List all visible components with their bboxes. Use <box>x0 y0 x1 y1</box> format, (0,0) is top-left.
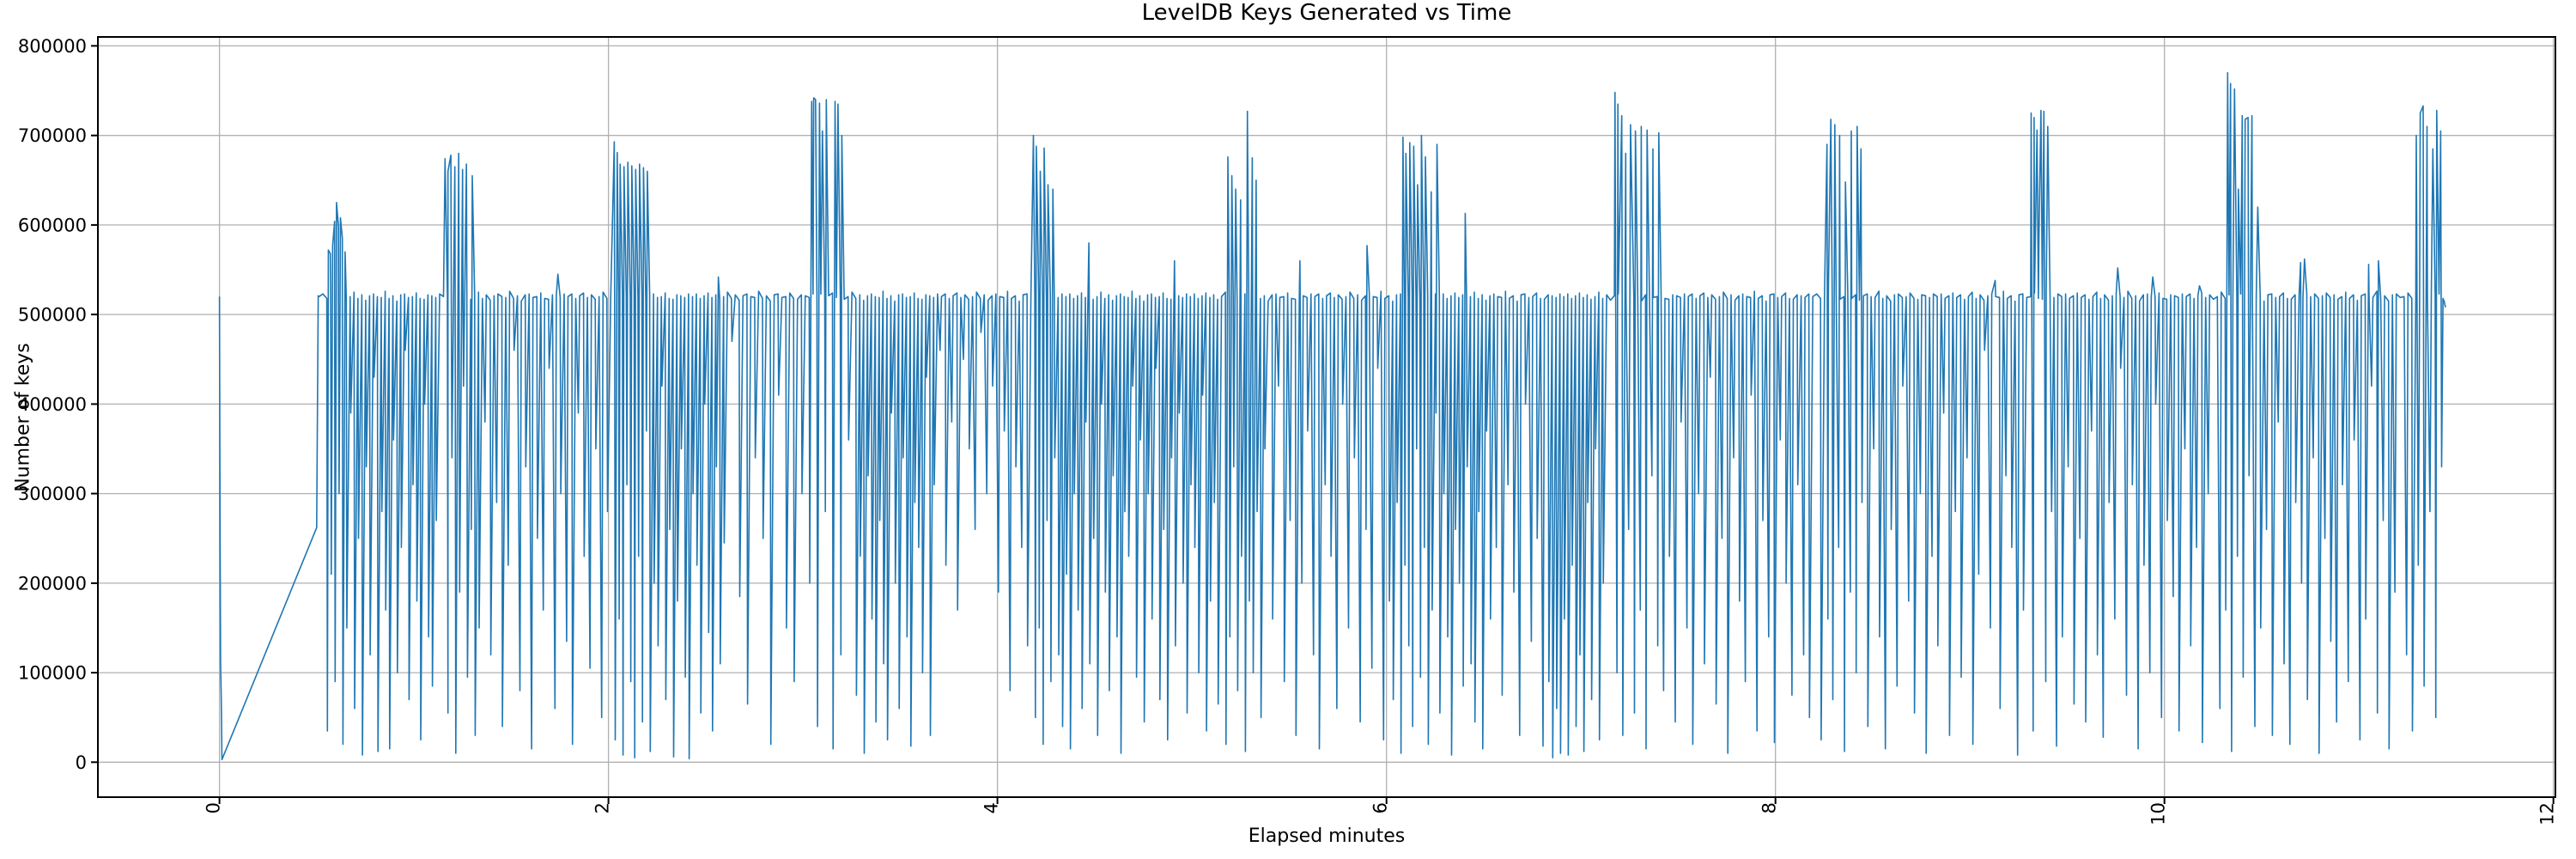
series-line <box>218 71 2446 761</box>
x-tick-label: 6 <box>1370 802 1391 813</box>
y-tick-label: 0 <box>76 752 87 773</box>
x-tick-label: 2 <box>592 802 613 813</box>
y-tick-label: 600000 <box>18 215 87 235</box>
y-axis-label: Number of keys <box>12 343 34 492</box>
x-tick-label: 8 <box>1759 802 1780 813</box>
y-tick-label: 200000 <box>18 573 87 594</box>
x-axis-label: Elapsed minutes <box>1248 825 1406 847</box>
y-tick-label: 700000 <box>18 125 87 146</box>
axes-spines <box>97 36 2556 798</box>
y-tick-label: 400000 <box>18 394 87 415</box>
y-tick-label: 300000 <box>18 484 87 504</box>
x-tick-label: 10 <box>2148 802 2169 825</box>
x-tick-label: 12 <box>2537 802 2558 825</box>
y-tick-label: 800000 <box>18 36 87 57</box>
x-tick-label: 0 <box>204 802 224 813</box>
chart-title: LevelDB Keys Generated vs Time <box>1141 0 1512 26</box>
x-tick-label: 4 <box>981 802 1002 813</box>
y-tick-label: 100000 <box>18 663 87 684</box>
y-tick-label: 500000 <box>18 305 87 326</box>
